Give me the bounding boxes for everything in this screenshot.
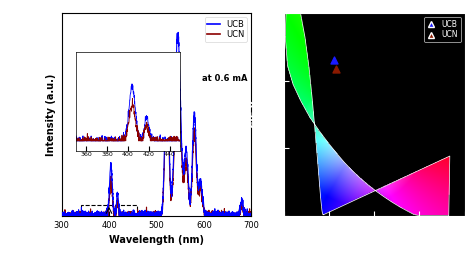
Text: at 0.6 mA: at 0.6 mA xyxy=(202,74,247,83)
Point xyxy=(332,67,340,72)
X-axis label: CIE X: CIE X xyxy=(360,235,389,245)
Legend: UCB, UCN: UCB, UCN xyxy=(204,17,247,42)
X-axis label: Wavelength (nm): Wavelength (nm) xyxy=(109,235,204,245)
Y-axis label: CIE Y: CIE Y xyxy=(251,101,261,128)
Legend: UCB, UCN: UCB, UCN xyxy=(424,17,461,42)
Point xyxy=(330,58,337,62)
Y-axis label: Intensity (a.u.): Intensity (a.u.) xyxy=(46,73,56,155)
